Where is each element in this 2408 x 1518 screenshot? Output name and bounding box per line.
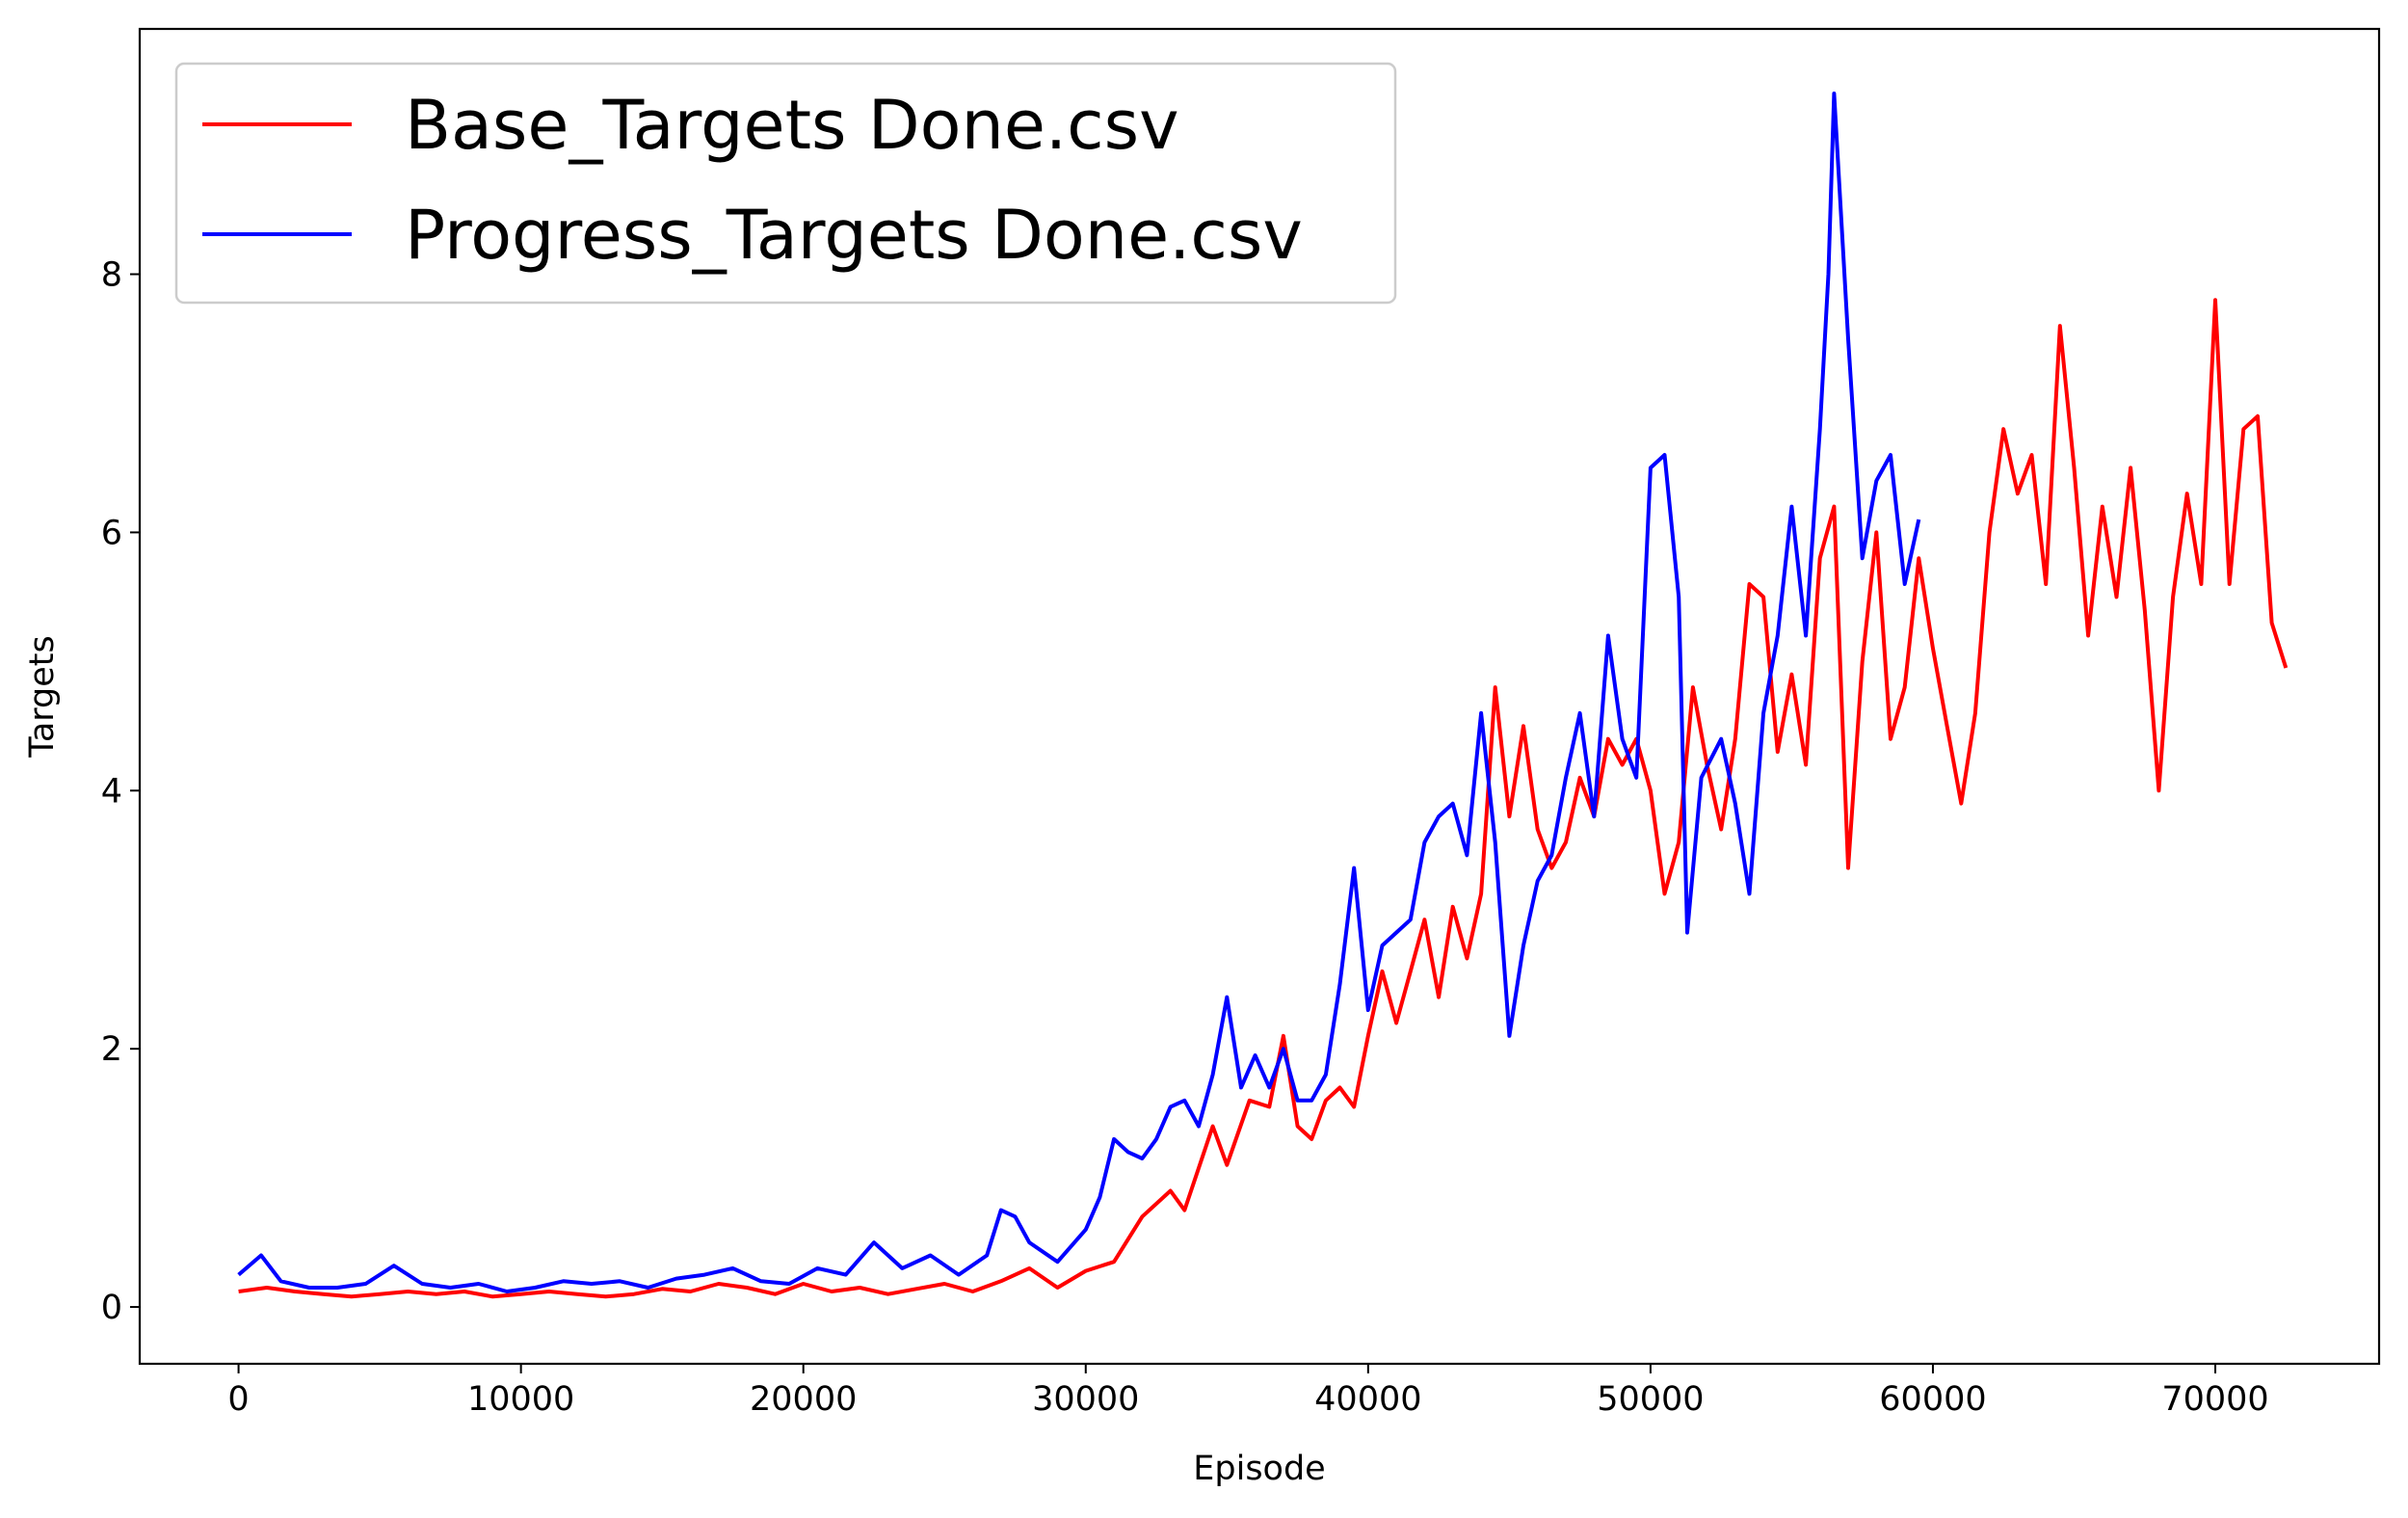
x-tick-label: 10000 xyxy=(467,1380,574,1419)
series-line-0 xyxy=(238,298,2289,1299)
legend: Base_Targets Done.csv Progress_Targets D… xyxy=(174,62,1397,305)
x-tick-label: 70000 xyxy=(2161,1380,2268,1419)
x-axis: 0 10000 20000 30000 40000 50000 60000 70000 xyxy=(227,1364,2269,1419)
y-tick-label: 0 xyxy=(101,1289,122,1327)
y-tick-label: 2 xyxy=(101,1030,122,1069)
y-tick-label: 6 xyxy=(101,514,122,552)
legend-label-progress: Progress_Targets Done.csv xyxy=(405,196,1303,275)
legend-box xyxy=(174,62,1397,305)
y-axis: 0 2 4 6 8 xyxy=(101,255,140,1327)
x-tick-label: 40000 xyxy=(1314,1380,1421,1419)
x-tick-label: 30000 xyxy=(1032,1380,1139,1419)
y-axis-label: Targets xyxy=(23,635,62,759)
x-tick-label: 50000 xyxy=(1597,1380,1704,1419)
y-tick-label: 4 xyxy=(101,772,122,811)
x-axis-label: Episode xyxy=(1193,1450,1325,1488)
series-layer xyxy=(237,92,2289,1299)
x-tick-label: 0 xyxy=(227,1380,249,1419)
legend-label-base: Base_Targets Done.csv xyxy=(405,86,1179,165)
series-line-1 xyxy=(237,92,1921,1293)
x-tick-label: 20000 xyxy=(750,1380,857,1419)
y-tick-label: 8 xyxy=(101,255,122,294)
plot-frame xyxy=(138,27,2381,1366)
x-tick-label: 60000 xyxy=(1879,1380,1986,1419)
